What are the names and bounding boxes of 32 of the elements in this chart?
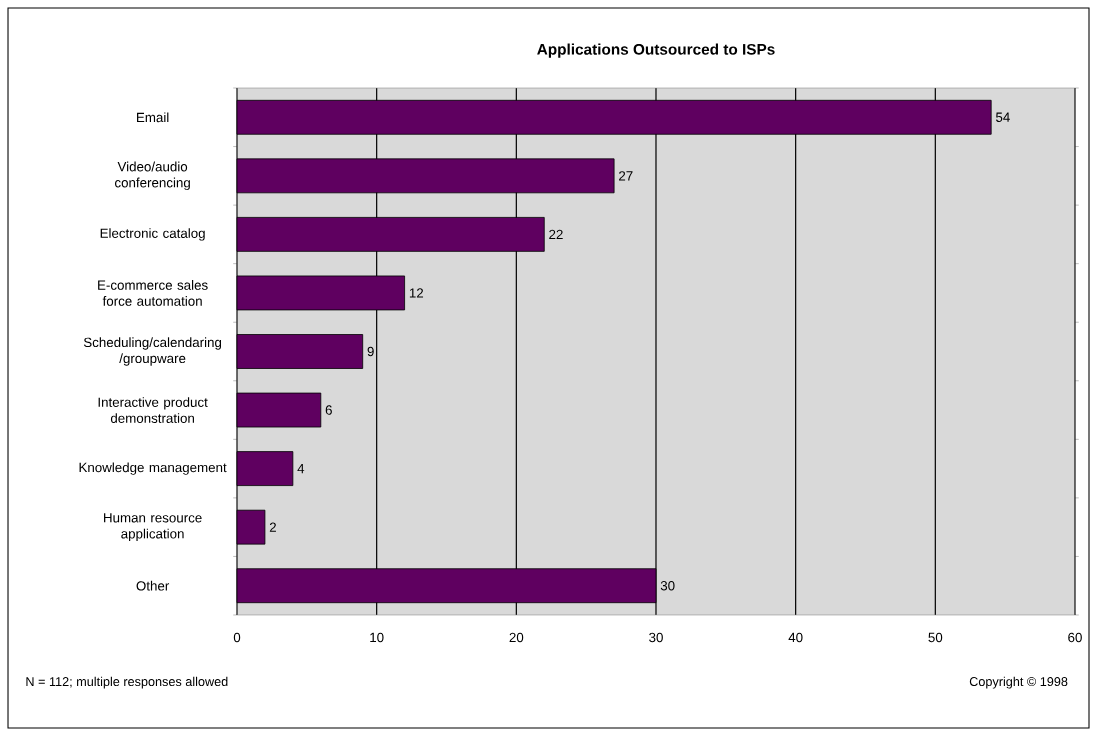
y-tick-label: Scheduling/calendaring /groupware <box>83 337 222 366</box>
data-label: 2 <box>269 522 276 532</box>
data-label: 27 <box>619 171 633 181</box>
data-label: 30 <box>660 581 675 591</box>
x-tick-label: 10 <box>370 632 384 643</box>
x-tick-label: 60 <box>1068 632 1082 643</box>
data-label: 22 <box>549 229 563 240</box>
data-label: 12 <box>409 288 424 298</box>
x-tick-label: 40 <box>788 632 803 643</box>
data-label: 4 <box>297 464 305 474</box>
y-tick-label: Knowledge management <box>79 462 227 475</box>
x-tick-label: 50 <box>928 632 943 643</box>
data-label: 6 <box>325 405 332 415</box>
data-label: 54 <box>996 112 1010 122</box>
text: Copyright © 1998 <box>969 676 1068 689</box>
x-tick-label: 20 <box>509 632 524 643</box>
chart-title: Applications Outsourced to ISPs <box>537 43 775 58</box>
y-tick-label: Electronic catalog <box>100 228 205 241</box>
bar <box>236 392 322 428</box>
y-tick-label: Video/audio conferencing <box>115 161 190 191</box>
x-tick-label: 0 <box>233 632 241 643</box>
y-tick-label: Human resource application <box>104 513 202 542</box>
text: N = 112; multiple responses allowed <box>26 676 228 689</box>
y-tick-label: Email <box>137 112 169 123</box>
x-tick-label: 30 <box>649 632 663 643</box>
y-tick-label: Other <box>136 580 170 591</box>
bar <box>236 509 266 545</box>
bar <box>236 334 364 369</box>
y-tick-label: Interactive product demonstration <box>98 397 208 423</box>
bar <box>236 451 294 486</box>
y-tick-label: E-commerce sales force automation <box>98 280 208 306</box>
data-label: 9 <box>367 346 374 357</box>
